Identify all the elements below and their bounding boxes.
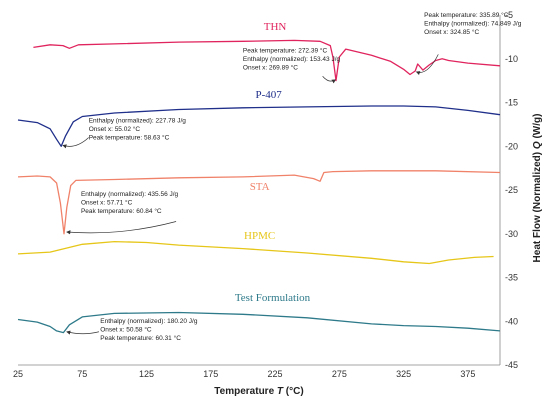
annotation: Peak temperature: 335.89 °C Enthalpy (nor… xyxy=(415,11,522,76)
x-tick-label: 125 xyxy=(139,369,154,379)
x-tick-label: 375 xyxy=(460,369,475,379)
y-tick-label: -40 xyxy=(505,316,518,326)
series-line-test-formulation xyxy=(17,311,501,334)
y-tick-label: -30 xyxy=(505,229,518,239)
series-line-sta xyxy=(17,170,501,235)
annotation: Peak temperature: 272.39 °C Enthalpy (nor… xyxy=(243,47,341,84)
y-tick-label: -45 xyxy=(505,360,518,370)
plot-frame xyxy=(18,15,501,366)
annotation-text: Peak temperature: 272.39 °C Enthalpy (nor… xyxy=(243,47,341,72)
annotation-text: Peak temperature: 335.89 °C Enthalpy (nor… xyxy=(424,11,522,36)
series-lines xyxy=(17,39,501,334)
x-tick-label: 175 xyxy=(203,369,218,379)
x-tick-label: 225 xyxy=(268,369,283,379)
y-tick-label: -5 xyxy=(505,10,513,20)
y-tick-labels: -5 -10 -15 -20 -25 -30 -35 -40 -45 xyxy=(505,10,518,370)
series-label-thn: THN xyxy=(264,21,287,33)
annotation: Enthalpy (normalized): 227.78 J/g Onset x… xyxy=(62,118,187,149)
series-label-test-formulation: Test Formulation xyxy=(235,292,311,304)
series-line-thn xyxy=(33,39,501,82)
x-tick-label: 275 xyxy=(332,369,347,379)
annotation: Enthalpy (normalized): 435.56 J/g Onset x… xyxy=(66,191,179,235)
series-labels: THN P-407 STA HPMC Test Formulation xyxy=(235,21,311,304)
x-axis-title: Temperature T (°C) xyxy=(214,386,303,397)
x-tick-label: 25 xyxy=(13,369,23,379)
annotation-arrow xyxy=(62,137,89,149)
y-tick-label: -25 xyxy=(505,185,518,195)
y-axis-title: Heat Flow (Normalized) Q (W/g) xyxy=(532,114,543,263)
peak-annotations: Peak temperature: 272.39 °C Enthalpy (nor… xyxy=(62,11,522,342)
y-tick-label: -35 xyxy=(505,273,518,283)
x-tick-labels: 25 75 125 175 225 275 325 375 xyxy=(13,369,475,379)
annotation-text: Enthalpy (normalized): 227.78 J/g Onset x… xyxy=(89,118,187,142)
series-line-p-407 xyxy=(17,105,501,147)
y-tick-label: -10 xyxy=(505,54,518,64)
series-label-hpmc: HPMC xyxy=(244,230,275,242)
annotation: Enthalpy (normalized): 180.20 J/g Onset x… xyxy=(66,318,198,342)
series-label-sta: STA xyxy=(250,181,270,193)
annotation-text: Enthalpy (normalized): 435.56 J/g Onset x… xyxy=(81,191,179,215)
y-tick-label: -20 xyxy=(505,141,518,151)
annotation-arrow xyxy=(322,76,337,84)
annotation-text: Enthalpy (normalized): 180.20 J/g Onset x… xyxy=(100,318,198,342)
series-label-p-407: P-407 xyxy=(255,89,282,101)
annotation-arrow xyxy=(66,221,177,235)
y-tick-label: -15 xyxy=(505,98,518,108)
x-tick-label: 325 xyxy=(396,369,411,379)
annotation-arrow xyxy=(66,330,100,335)
x-tick-label: 75 xyxy=(77,369,87,379)
series-line-hpmc xyxy=(17,240,494,265)
annotation-arrow xyxy=(415,54,439,76)
